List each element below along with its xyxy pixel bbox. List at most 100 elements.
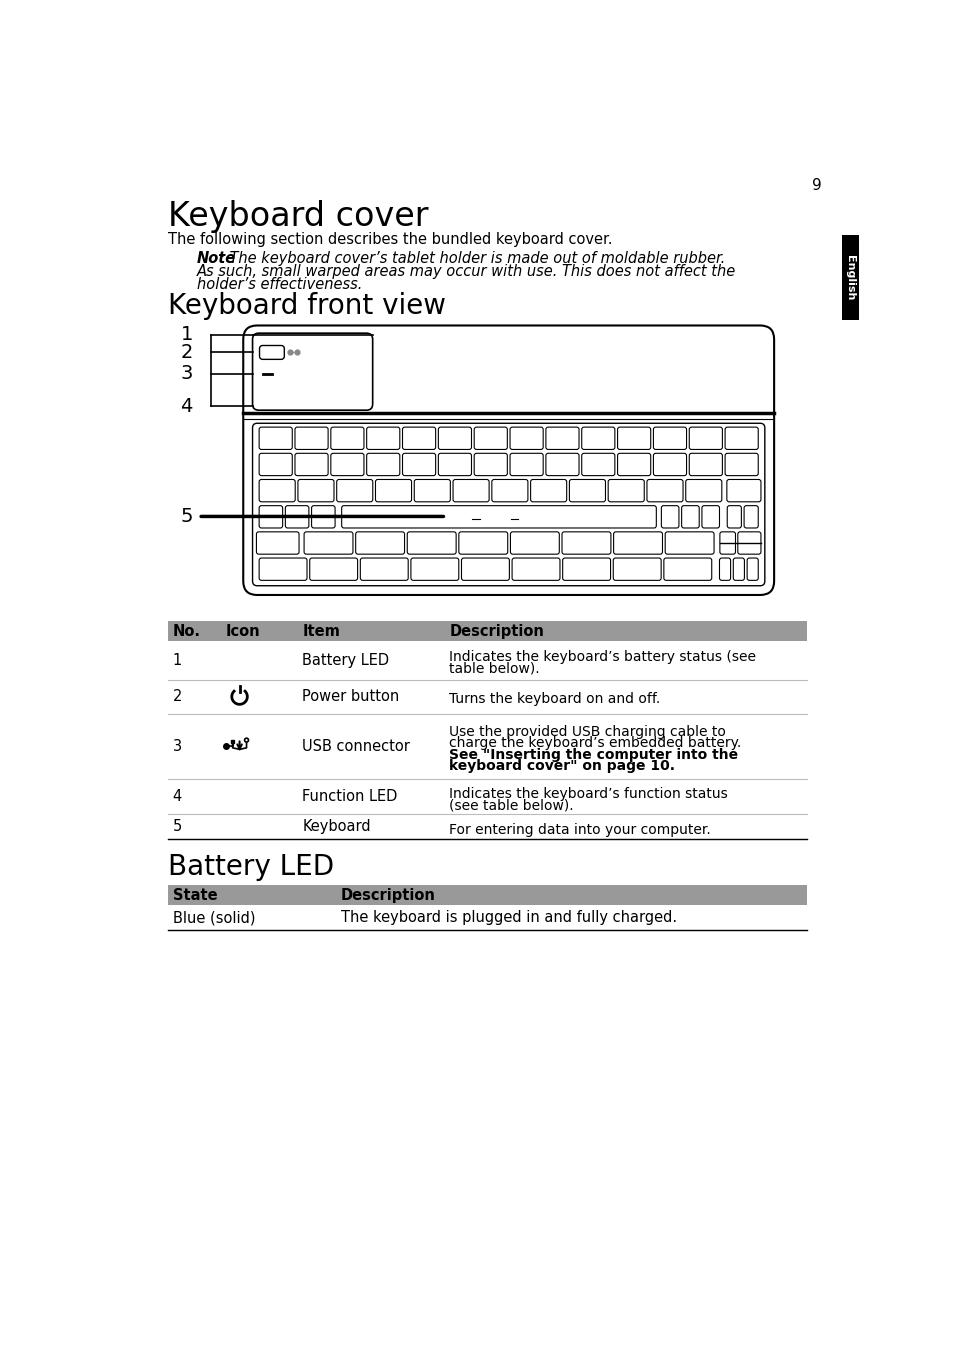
FancyBboxPatch shape — [474, 453, 507, 476]
FancyBboxPatch shape — [331, 427, 364, 449]
Text: 1: 1 — [180, 326, 193, 345]
FancyBboxPatch shape — [294, 453, 328, 476]
FancyBboxPatch shape — [581, 427, 615, 449]
Text: : The keyboard cover’s tablet holder is made out of moldable rubber.: : The keyboard cover’s tablet holder is … — [220, 250, 724, 266]
Text: For entering data into your computer.: For entering data into your computer. — [449, 822, 710, 837]
Text: As such, small warped areas may occur with use. This does not affect the: As such, small warped areas may occur wi… — [196, 264, 735, 279]
FancyBboxPatch shape — [653, 427, 686, 449]
Text: 5: 5 — [180, 507, 193, 526]
FancyBboxPatch shape — [726, 506, 740, 529]
Text: table below).: table below). — [449, 662, 539, 676]
FancyBboxPatch shape — [743, 506, 758, 529]
FancyBboxPatch shape — [663, 558, 711, 580]
FancyBboxPatch shape — [259, 480, 294, 502]
FancyBboxPatch shape — [402, 453, 436, 476]
FancyBboxPatch shape — [259, 558, 307, 580]
Text: 4: 4 — [172, 790, 182, 804]
FancyBboxPatch shape — [355, 531, 404, 554]
Text: Use the provided USB charging cable to: Use the provided USB charging cable to — [449, 725, 725, 738]
FancyBboxPatch shape — [613, 531, 661, 554]
Text: Power button: Power button — [302, 690, 399, 704]
Text: Description: Description — [449, 623, 544, 638]
FancyBboxPatch shape — [688, 427, 721, 449]
Text: 5: 5 — [172, 819, 182, 834]
FancyBboxPatch shape — [256, 531, 298, 554]
Text: Keyboard: Keyboard — [302, 819, 371, 834]
FancyBboxPatch shape — [646, 480, 682, 502]
Bar — [168, 621, 806, 641]
FancyBboxPatch shape — [530, 480, 566, 502]
FancyBboxPatch shape — [613, 558, 660, 580]
FancyBboxPatch shape — [360, 558, 408, 580]
FancyBboxPatch shape — [545, 453, 578, 476]
FancyBboxPatch shape — [688, 453, 721, 476]
Text: 2: 2 — [172, 690, 182, 704]
FancyBboxPatch shape — [653, 453, 686, 476]
FancyBboxPatch shape — [259, 453, 292, 476]
FancyBboxPatch shape — [402, 427, 436, 449]
FancyBboxPatch shape — [510, 453, 542, 476]
Text: The keyboard is plugged in and fully charged.: The keyboard is plugged in and fully cha… — [340, 910, 676, 925]
FancyBboxPatch shape — [561, 531, 610, 554]
FancyBboxPatch shape — [310, 558, 357, 580]
FancyBboxPatch shape — [512, 558, 559, 580]
FancyBboxPatch shape — [407, 531, 456, 554]
FancyBboxPatch shape — [253, 333, 373, 410]
Text: Keyboard cover: Keyboard cover — [168, 200, 428, 233]
FancyBboxPatch shape — [331, 453, 364, 476]
Text: Battery LED: Battery LED — [302, 653, 389, 668]
Text: 9: 9 — [811, 178, 821, 193]
FancyBboxPatch shape — [681, 506, 699, 529]
Bar — [168, 886, 806, 906]
FancyBboxPatch shape — [366, 453, 399, 476]
FancyBboxPatch shape — [664, 531, 713, 554]
FancyBboxPatch shape — [660, 506, 679, 529]
FancyBboxPatch shape — [510, 531, 558, 554]
Text: 2: 2 — [180, 343, 193, 362]
Text: USB connector: USB connector — [302, 738, 410, 754]
Text: Battery LED: Battery LED — [168, 853, 334, 882]
Text: Description: Description — [340, 888, 436, 903]
FancyBboxPatch shape — [458, 531, 507, 554]
Text: 4: 4 — [180, 397, 193, 416]
FancyBboxPatch shape — [581, 453, 615, 476]
Text: The following section describes the bundled keyboard cover.: The following section describes the bund… — [168, 231, 612, 247]
FancyBboxPatch shape — [617, 427, 650, 449]
Text: Keyboard front view: Keyboard front view — [168, 292, 446, 320]
Text: Blue (solid): Blue (solid) — [172, 910, 255, 925]
FancyBboxPatch shape — [366, 427, 399, 449]
FancyBboxPatch shape — [375, 480, 411, 502]
FancyBboxPatch shape — [545, 427, 578, 449]
FancyBboxPatch shape — [726, 480, 760, 502]
FancyBboxPatch shape — [562, 558, 610, 580]
FancyBboxPatch shape — [746, 558, 758, 580]
FancyBboxPatch shape — [724, 427, 758, 449]
Text: holder’s effectiveness.: holder’s effectiveness. — [196, 277, 362, 292]
Text: No.: No. — [172, 623, 200, 638]
FancyBboxPatch shape — [259, 506, 282, 529]
FancyBboxPatch shape — [336, 480, 373, 502]
FancyBboxPatch shape — [724, 453, 758, 476]
FancyBboxPatch shape — [243, 326, 773, 595]
FancyBboxPatch shape — [701, 506, 719, 529]
FancyBboxPatch shape — [733, 558, 743, 580]
Text: Note: Note — [196, 250, 235, 266]
Bar — [231, 740, 233, 744]
FancyBboxPatch shape — [569, 480, 605, 502]
FancyBboxPatch shape — [461, 558, 509, 580]
FancyBboxPatch shape — [253, 423, 764, 585]
FancyBboxPatch shape — [297, 480, 334, 502]
Text: charge the keyboard’s embedded battery.: charge the keyboard’s embedded battery. — [449, 737, 740, 750]
Text: Turns the keyboard on and off.: Turns the keyboard on and off. — [449, 692, 660, 706]
FancyBboxPatch shape — [437, 427, 471, 449]
FancyBboxPatch shape — [304, 531, 353, 554]
Text: See "Inserting the computer into the: See "Inserting the computer into the — [449, 748, 738, 761]
FancyBboxPatch shape — [312, 506, 335, 529]
Text: English: English — [844, 256, 854, 300]
Text: Icon: Icon — [225, 623, 260, 638]
Text: Item: Item — [302, 623, 340, 638]
Text: Indicates the keyboard’s battery status (see: Indicates the keyboard’s battery status … — [449, 650, 756, 664]
FancyBboxPatch shape — [411, 558, 458, 580]
FancyBboxPatch shape — [492, 480, 527, 502]
Text: Function LED: Function LED — [302, 790, 397, 804]
